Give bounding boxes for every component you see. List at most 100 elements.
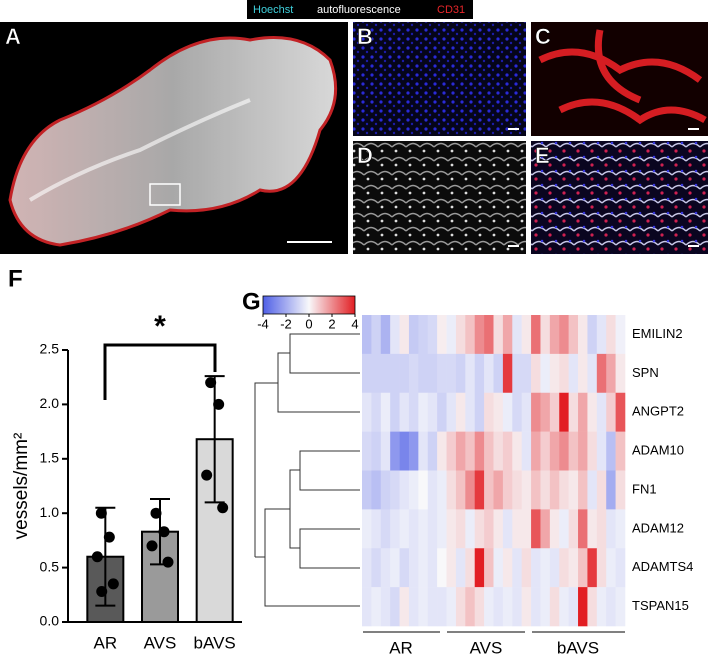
y-axis-label: vessels/mm² [11, 433, 32, 540]
heatmap-cell [587, 470, 598, 510]
heatmap-cell [362, 431, 372, 471]
heatmap-cell [399, 431, 410, 471]
heatmap-cell [578, 353, 588, 394]
column-group-label: AVS [470, 638, 503, 657]
heatmap-cell [390, 509, 400, 549]
heatmap-cell [606, 587, 616, 627]
y-tick-label: 0.0 [40, 613, 60, 629]
heatmap-cell [455, 315, 466, 355]
heatmap-cell [549, 392, 560, 432]
heatmap-cell [362, 548, 372, 588]
panel-label: C [535, 24, 551, 49]
heatmap-cell [559, 509, 569, 549]
column-group-label: AR [389, 638, 413, 657]
data-point [107, 578, 119, 590]
heatmap-cell [474, 509, 485, 549]
heatmap-cell [380, 509, 391, 549]
heatmap-cell [615, 315, 626, 355]
micrograph-b [353, 22, 526, 136]
heatmap-cell [502, 548, 513, 588]
heatmap-cell [465, 470, 476, 510]
heatmap-cell [446, 509, 457, 549]
data-point [213, 398, 225, 410]
heatmap-cell [540, 548, 551, 588]
heatmap-cell [493, 470, 504, 510]
heatmap-cell [568, 548, 579, 588]
heatmap-cell [606, 431, 616, 471]
heatmap-cell [437, 587, 447, 627]
heatmap-cell [446, 392, 457, 432]
heatmap-cell [531, 548, 541, 588]
data-point [146, 540, 158, 552]
heatmap-cell [559, 548, 569, 588]
heatmap-cell [455, 509, 466, 549]
scale-bars [508, 128, 699, 247]
heatmap-cell [540, 509, 551, 549]
x-tick-label: bAVS [194, 633, 236, 652]
heatmap-cell [362, 470, 372, 510]
heatmap-cell [512, 548, 522, 588]
heatmap-cell [568, 315, 579, 355]
heatmap-cell [399, 587, 410, 627]
panel-label: G [242, 288, 261, 315]
heatmap-cell [512, 431, 522, 471]
heatmap-cell [399, 353, 410, 394]
row-label: EMILIN2 [632, 326, 683, 341]
data-point [95, 507, 107, 519]
y-tick-label: 0.5 [40, 558, 60, 574]
heatmap-cell [399, 509, 410, 549]
heatmap-cell [559, 587, 569, 627]
panel-label: F [8, 265, 23, 292]
heatmap-cell [380, 353, 391, 394]
heatmap-cell [540, 315, 551, 355]
data-point [217, 502, 229, 514]
heatmap-cell [531, 509, 541, 549]
data-point [150, 507, 162, 519]
heatmap-cell [427, 392, 438, 432]
row-label: TSPAN15 [632, 598, 689, 613]
heatmap-cell [512, 353, 522, 394]
heatmap-cell [484, 587, 494, 627]
row-label: ADAM12 [632, 520, 684, 535]
heatmap-cell [568, 392, 579, 432]
heatmap-cell [493, 548, 504, 588]
heatmap-cell [615, 392, 626, 432]
heatmap-cell [371, 587, 382, 627]
heatmap-cell [615, 431, 626, 471]
colorbar-tick-label: -2 [280, 316, 292, 331]
heatmap-cell [606, 392, 616, 432]
heatmap-cell [568, 353, 579, 394]
heatmap-cell [578, 587, 588, 627]
heatmap-cell [474, 353, 485, 394]
heatmap-cell [399, 392, 410, 432]
heatmap-cell [418, 431, 429, 471]
heatmap-cell [531, 315, 541, 355]
heatmap-cell [587, 509, 598, 549]
heatmap-cell [615, 470, 626, 510]
micrograph-e [531, 141, 708, 254]
heatmap-cell [493, 392, 504, 432]
heatmap-cell [474, 548, 485, 588]
heatmap-cell [427, 431, 438, 471]
heatmap-cell [540, 431, 551, 471]
y-tick-label: 2.5 [40, 341, 60, 357]
data-point [91, 551, 103, 563]
heatmap-cell [596, 548, 607, 588]
heatmap-cell [615, 548, 626, 588]
heatmap-cell [465, 353, 476, 394]
heatmap-cell [408, 431, 419, 471]
heatmap-cell [455, 392, 466, 432]
heatmap-cell [399, 470, 410, 510]
heatmap-cell [474, 392, 485, 432]
heatmap-cell [587, 392, 598, 432]
heatmap-cell [390, 392, 400, 432]
significance-marker: * [154, 310, 166, 343]
heatmap-cell [380, 315, 391, 355]
heatmap-cell [455, 353, 466, 394]
heatmap-cell [408, 315, 419, 355]
heatmap-cell [418, 587, 429, 627]
heatmap-cell [446, 587, 457, 627]
heatmap-cell [521, 392, 532, 432]
micrograph-d [353, 141, 526, 254]
